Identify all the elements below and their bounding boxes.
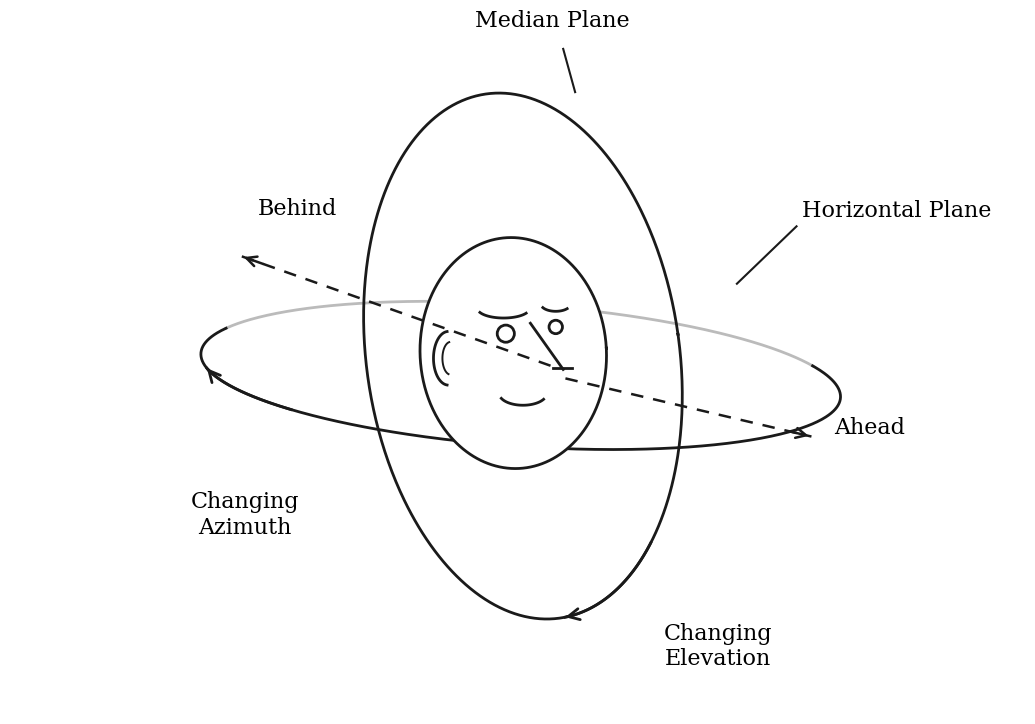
Text: Changing
Elevation: Changing Elevation — [664, 623, 772, 670]
Text: Ahead: Ahead — [834, 416, 905, 439]
Text: Behind: Behind — [258, 198, 336, 220]
Text: Horizontal Plane: Horizontal Plane — [802, 201, 992, 222]
Polygon shape — [420, 237, 607, 468]
Text: Changing
Azimuth: Changing Azimuth — [190, 491, 299, 539]
Text: Median Plane: Median Plane — [475, 10, 630, 33]
